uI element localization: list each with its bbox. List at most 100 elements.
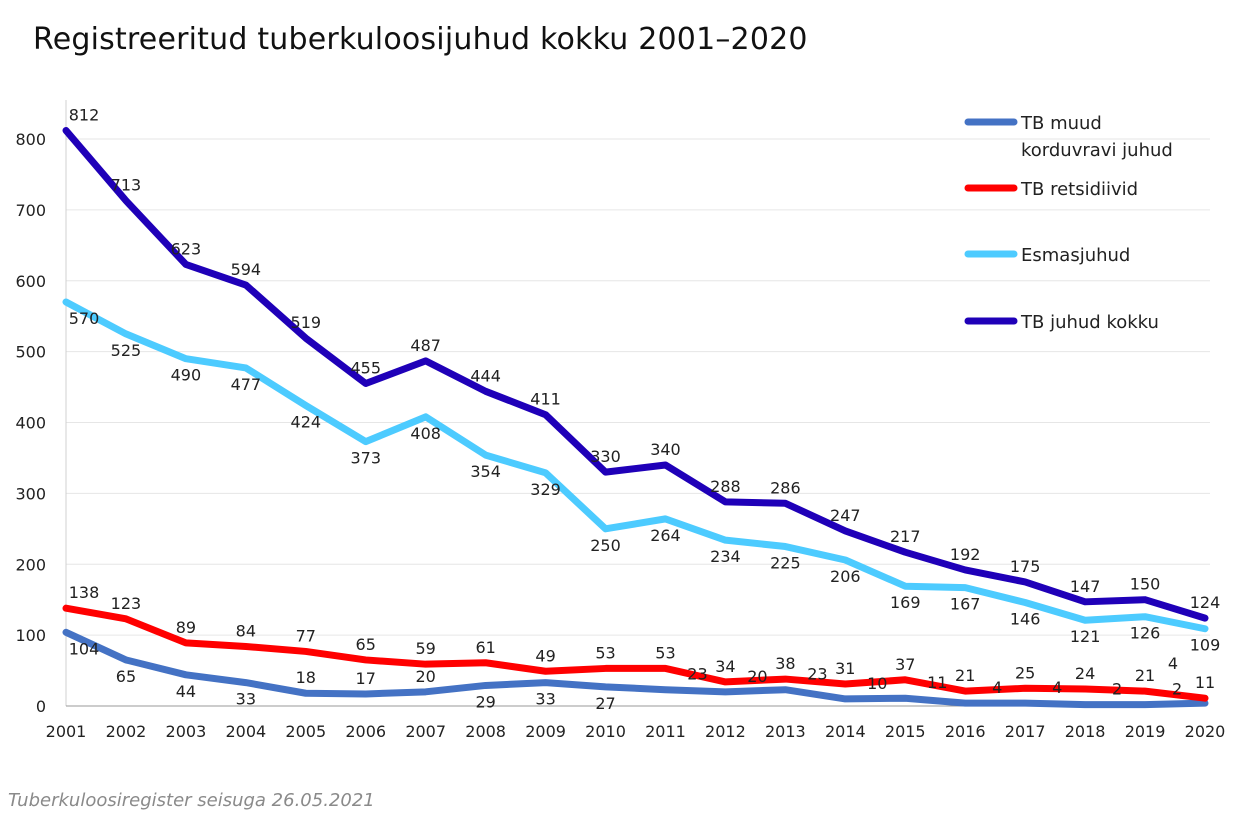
x-tick-label: 2005 [285,722,326,741]
data-label: 330 [590,447,621,466]
data-label: 11 [1195,673,1215,692]
data-label: 354 [470,462,501,481]
data-label: 49 [535,646,555,665]
y-tick-label: 200 [15,555,46,574]
x-tick-label: 2012 [705,722,746,741]
data-label: 329 [530,480,561,499]
legend-label: Esmasjuhud [1021,245,1130,266]
data-label: 31 [835,659,855,678]
x-tick-label: 2017 [1005,722,1046,741]
data-label: 150 [1130,575,1161,594]
data-label: 34 [715,657,735,676]
data-label: 812 [69,105,100,124]
data-label: 4 [1168,654,1178,673]
y-tick-label: 700 [15,201,46,220]
data-label: 4 [1052,678,1062,697]
y-tick-label: 600 [15,272,46,291]
data-label: 21 [955,666,975,685]
data-label: 570 [69,309,100,328]
data-label: 487 [410,336,441,355]
x-tick-label: 2013 [765,722,806,741]
source-note: Tuberkuloosiregister seisuga 26.05.2021 [8,790,375,811]
data-label: 250 [590,536,621,555]
x-tick-label: 2003 [166,722,207,741]
legend-label: TB retsidiivid [1020,179,1138,200]
x-tick-label: 2004 [225,722,266,741]
data-label: 623 [171,239,202,258]
data-label: 147 [1070,577,1101,596]
data-label: 525 [111,341,142,360]
data-label: 53 [655,643,675,662]
data-label: 124 [1190,593,1221,612]
x-tick-label: 2011 [645,722,686,741]
data-label: 192 [950,545,981,564]
data-label: 21 [1135,666,1155,685]
data-label: 373 [350,449,381,468]
data-label: 288 [710,477,741,496]
data-label: 44 [176,682,196,701]
x-tick-label: 2001 [46,722,87,741]
data-label: 169 [890,593,921,612]
data-label: 65 [356,635,376,654]
data-label: 519 [291,313,322,332]
legend-label: TB muud [1020,113,1102,134]
data-label: 65 [116,667,136,686]
data-label: 23 [687,665,707,684]
data-label: 225 [770,554,801,573]
data-label: 38 [775,654,795,673]
x-tick-label: 2015 [885,722,926,741]
data-label: 4 [992,678,1002,697]
y-tick-label: 800 [15,130,46,149]
data-label: 217 [890,527,921,546]
data-label: 37 [895,655,915,674]
legend-label: TB juhud kokku [1020,312,1159,333]
data-label: 2 [1172,680,1182,699]
x-tick-label: 2016 [945,722,986,741]
data-label: 109 [1190,636,1221,655]
data-label: 126 [1130,624,1161,643]
y-tick-label: 500 [15,343,46,362]
data-label: 340 [650,440,681,459]
data-label: 146 [1010,610,1041,629]
data-label: 17 [356,669,376,688]
series-line-1 [62,604,1209,702]
data-label: 123 [111,594,142,613]
data-label: 27 [595,694,615,713]
data-label: 713 [111,176,142,195]
data-label: 2 [1112,680,1122,699]
data-label: 61 [475,638,495,657]
data-label: 104 [69,639,100,658]
data-label: 424 [291,412,322,431]
data-label: 20 [747,667,767,686]
data-label: 25 [1015,663,1035,682]
data-label: 11 [927,673,947,692]
x-tick-label: 2018 [1065,722,1106,741]
data-label: 23 [807,665,827,684]
data-label: 594 [231,260,262,279]
data-label: 77 [296,626,316,645]
data-label: 411 [530,390,561,409]
x-tick-label: 2006 [345,722,386,741]
chart-title: Registreeritud tuberkuloosijuhud kokku 2… [33,22,808,57]
data-label: 33 [236,690,256,709]
data-label: 247 [830,506,861,525]
data-label: 84 [236,621,256,640]
data-label: 59 [416,639,436,658]
data-label: 138 [69,583,100,602]
y-tick-label: 300 [15,484,46,503]
y-tick-label: 400 [15,414,46,433]
data-label: 167 [950,595,981,614]
series-line-0 [62,628,1209,709]
data-label: 477 [231,375,262,394]
data-label: 408 [410,424,441,443]
data-label: 234 [710,547,741,566]
data-label: 206 [830,567,861,586]
data-label: 121 [1070,627,1101,646]
x-tick-label: 2002 [106,722,147,741]
series-line-3 [62,126,1209,622]
data-label: 89 [176,618,196,637]
x-tick-label: 2008 [465,722,506,741]
data-label: 10 [867,674,887,693]
x-tick-label: 2014 [825,722,866,741]
